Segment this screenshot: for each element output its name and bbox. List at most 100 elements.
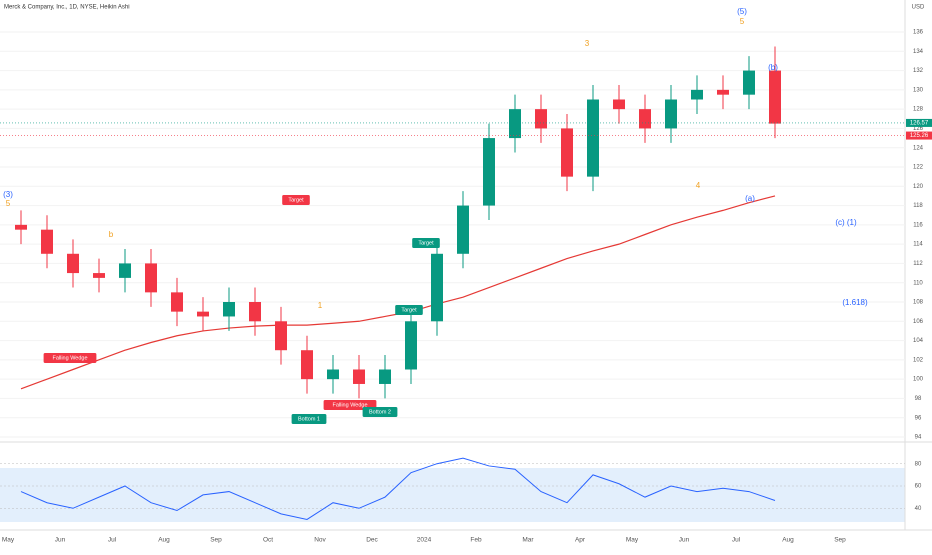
y-tick-label: 136 — [913, 30, 924, 36]
y-tick-label: 114 — [913, 242, 923, 248]
candle-body — [587, 99, 599, 177]
annotation: Bottom 1 — [298, 416, 320, 422]
annotation-badge — [362, 407, 398, 417]
annotation: b — [109, 230, 114, 239]
annotation: 1 — [318, 301, 323, 310]
annotation: (3) — [3, 190, 13, 199]
y-tick-label: 128 — [913, 107, 924, 113]
candle-body — [379, 369, 391, 384]
candle-body — [769, 70, 781, 124]
x-tick-label: Jul — [732, 537, 741, 544]
candle-body — [249, 302, 261, 322]
y-tick-label: 126 — [913, 126, 924, 132]
candle-body — [197, 311, 209, 317]
annotation-badge — [291, 414, 327, 424]
annotation: (1.618) — [842, 298, 868, 307]
rsi-line — [20, 457, 776, 520]
x-tick-label: Jun — [55, 537, 66, 544]
annotation: Bottom 2 — [369, 409, 391, 415]
candle-body — [327, 369, 339, 380]
last-price-badge — [906, 131, 932, 140]
annotation: 4 — [696, 181, 701, 190]
candle-body — [93, 273, 105, 278]
y-tick-label: 98 — [915, 396, 922, 402]
x-tick-label: Feb — [470, 537, 482, 544]
annotation-badge — [412, 238, 440, 248]
y-tick-label: 100 — [913, 377, 924, 383]
rsi-tick-label: 60 — [915, 484, 922, 490]
rsi-tick-label: 40 — [915, 506, 922, 512]
y-tick-label: 118 — [913, 203, 923, 209]
last-price-label: 126.57 — [910, 121, 929, 127]
candle-body — [743, 70, 755, 95]
candle-body — [613, 99, 625, 110]
annotation: Target — [401, 307, 417, 313]
x-tick-label: Apr — [575, 537, 586, 544]
candle-body — [223, 302, 235, 317]
y-tick-label: 120 — [913, 184, 924, 190]
x-tick-label: 2024 — [417, 537, 432, 544]
x-tick-label: Aug — [782, 537, 794, 544]
rsi-band — [0, 468, 905, 522]
annotation: (c) (1) — [835, 218, 857, 227]
candle-body — [509, 109, 521, 139]
y-tick-label: 96 — [915, 415, 922, 421]
candle-body — [639, 109, 651, 129]
x-tick-label: May — [626, 537, 639, 544]
y-tick-label: 112 — [913, 261, 923, 267]
annotation: (a) — [745, 194, 755, 203]
y-tick-label: 134 — [913, 49, 924, 55]
candle-body — [691, 89, 703, 100]
x-tick-label: Aug — [158, 537, 170, 544]
annotation-badge — [43, 353, 97, 363]
candle-body — [405, 321, 417, 370]
y-tick-label: 132 — [913, 68, 924, 74]
rsi-tick-label: 80 — [915, 461, 922, 467]
x-tick-label: May — [2, 537, 15, 544]
candle-body — [483, 138, 495, 206]
candle-body — [145, 263, 157, 293]
currency: USD — [912, 5, 925, 11]
x-tick-label: Jul — [108, 537, 117, 544]
annotation: Falling Wedge — [52, 355, 87, 361]
chart-title: Merck & Company, Inc., 1D, NYSE, Heikin … — [4, 5, 130, 11]
candle-body — [665, 99, 677, 129]
candle-body — [119, 263, 131, 278]
y-tick-label: 108 — [913, 300, 924, 306]
last-price-badge — [906, 118, 932, 127]
candle-body — [431, 253, 443, 322]
annotation: (b) — [768, 63, 778, 72]
y-tick-label: 130 — [913, 87, 924, 93]
annotation: Target — [288, 197, 304, 203]
last-price-label: 125.26 — [910, 133, 929, 139]
candle-body — [535, 109, 547, 129]
candle-body — [353, 369, 365, 384]
candle-body — [15, 224, 27, 230]
candle-body — [717, 89, 729, 95]
candle-body — [171, 292, 183, 312]
annotation: Target — [418, 240, 434, 246]
y-tick-label: 106 — [913, 319, 924, 325]
x-tick-label: Mar — [522, 537, 534, 544]
annotation: 3 — [585, 39, 590, 48]
y-tick-label: 116 — [913, 222, 923, 228]
candle-body — [275, 321, 287, 351]
x-tick-label: Jun — [679, 537, 690, 544]
candle-body — [457, 205, 469, 254]
candle-body — [561, 128, 573, 177]
candle-body — [67, 253, 79, 274]
annotation: Falling Wedge — [332, 402, 367, 408]
annotation-badge — [282, 195, 310, 205]
annotation: 5 — [740, 17, 745, 26]
y-tick-label: 104 — [913, 338, 924, 344]
candle-body — [301, 350, 313, 380]
annotation: 5 — [6, 199, 11, 208]
x-tick-label: Nov — [314, 537, 326, 544]
x-tick-label: Sep — [210, 537, 222, 544]
x-tick-label: Dec — [366, 537, 378, 544]
annotation-badge — [395, 305, 423, 315]
x-tick-label: Sep — [834, 537, 846, 544]
